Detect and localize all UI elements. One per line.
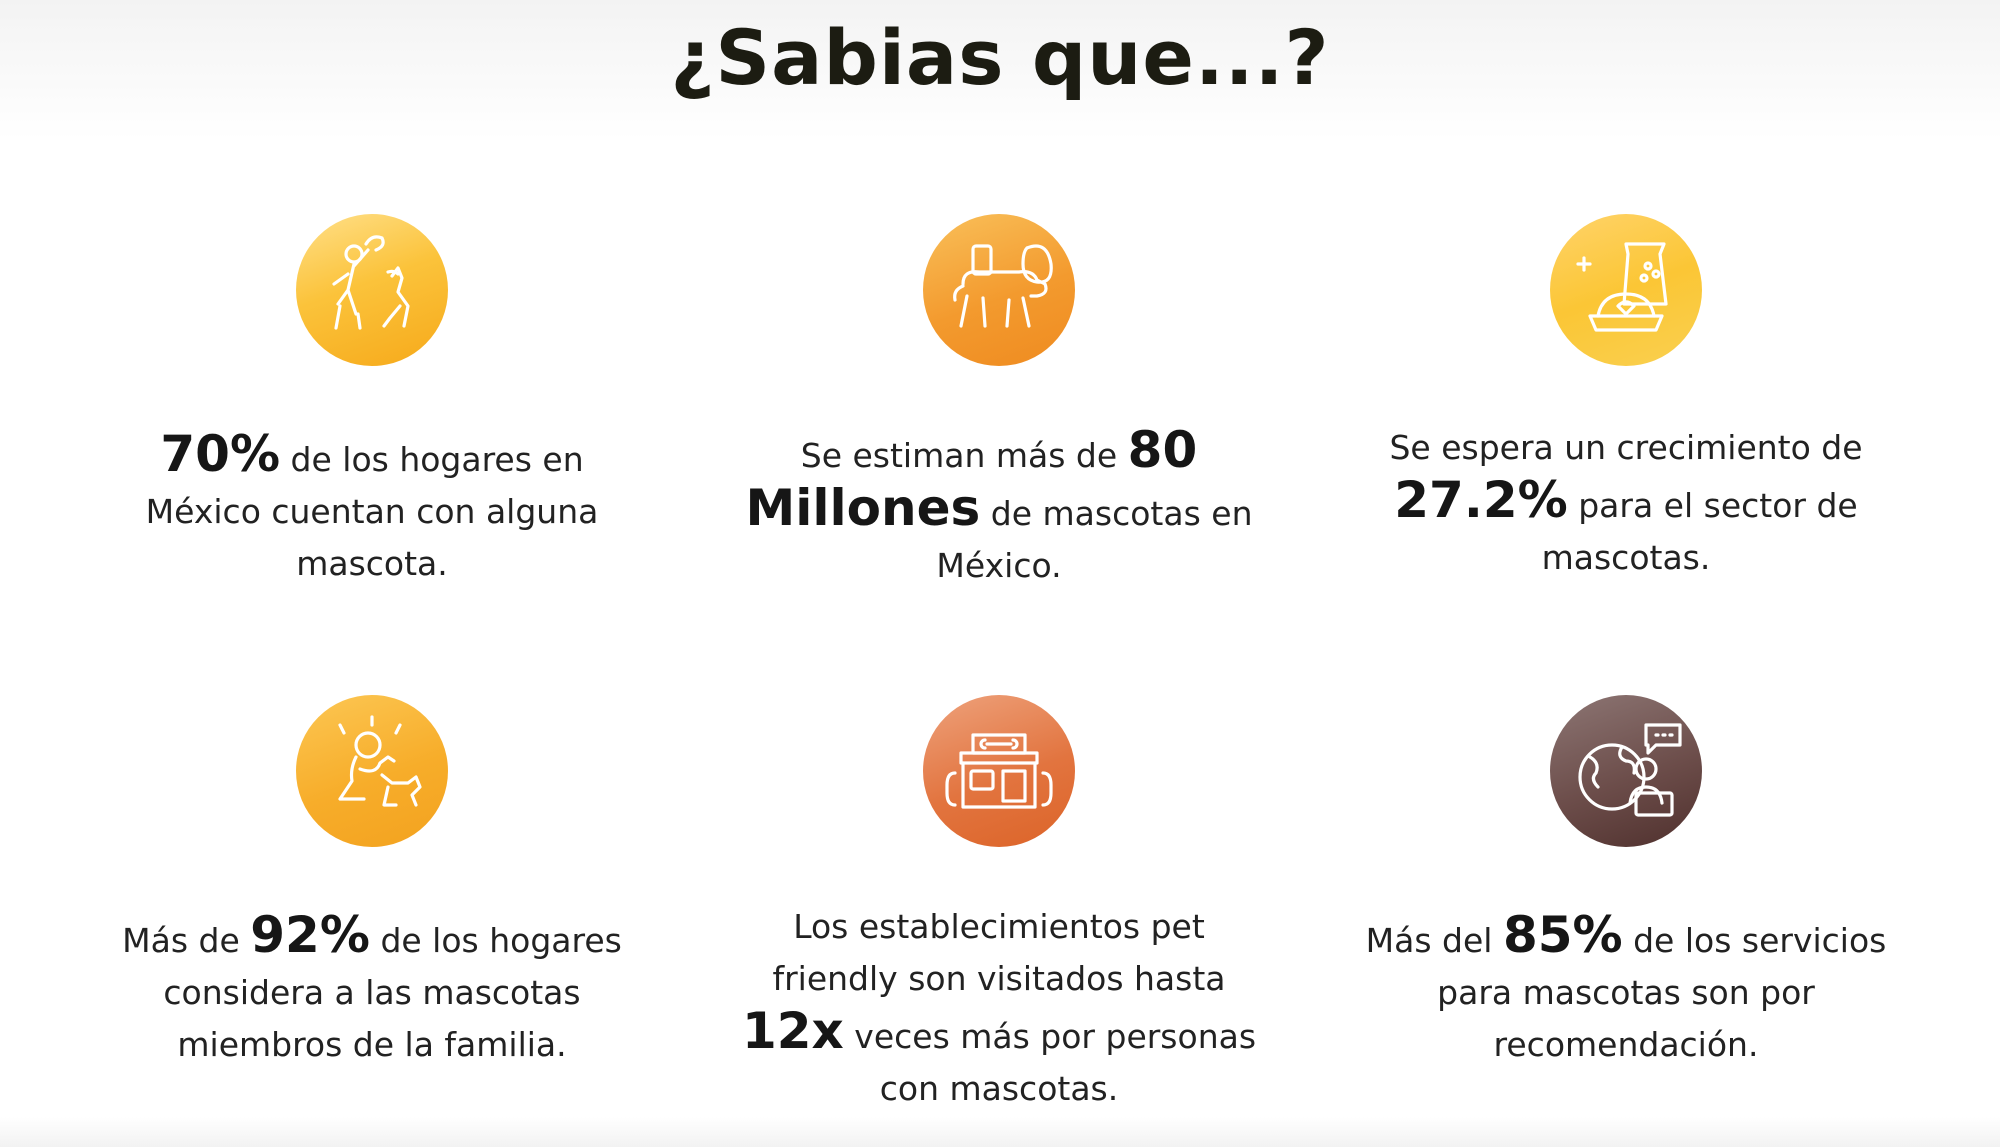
highlight-unit: Millones xyxy=(745,479,981,537)
header-background xyxy=(0,0,2000,140)
pet-shop-building-icon xyxy=(923,695,1075,847)
fact-text: Se espera un crecimiento de 27.2% para e… xyxy=(1389,428,1863,577)
fact-card-millones-mascotas: Se estiman más de 80 Millones de mascota… xyxy=(699,214,1299,604)
fact-card-miembros-familia: Más de 92% de los hogares considera a la… xyxy=(72,695,672,1075)
footer-shadow xyxy=(0,1117,2000,1147)
fact-text: Se estiman más de 80 Millones de mascota… xyxy=(745,421,1253,585)
person-hugging-dog-icon xyxy=(296,695,448,847)
page-title: ¿Sabias que...? xyxy=(670,13,1330,102)
fact-card-pet-friendly: Los establecimientos pet friendly son vi… xyxy=(699,695,1299,1115)
highlight-number: 92% xyxy=(250,906,370,964)
fact-text: Más del 85% de los servicios para mascot… xyxy=(1365,906,1887,1064)
globe-person-chat-icon xyxy=(1550,695,1702,847)
fact-text: 70% de los hogares en México cuentan con… xyxy=(145,425,599,583)
pet-food-bag-bowl-icon xyxy=(1550,214,1702,366)
fact-card-crecimiento-sector: Se espera un crecimiento de 27.2% para e… xyxy=(1326,214,1926,594)
fact-text: Más de 92% de los hogares considera a la… xyxy=(122,906,622,1064)
dog-with-backpack-icon xyxy=(923,214,1075,366)
highlight-number: 12x xyxy=(741,1002,844,1060)
fact-card-hogares-mascota: 70% de los hogares en México cuentan con… xyxy=(72,214,672,594)
fact-card-recomendacion: Más del 85% de los servicios para mascot… xyxy=(1326,695,1926,1075)
highlight-number: 70% xyxy=(160,425,281,483)
fact-text: Los establecimientos pet friendly son vi… xyxy=(741,907,1257,1108)
highlight-number: 85% xyxy=(1502,906,1623,964)
person-playing-with-dog-icon xyxy=(296,214,448,366)
highlight-number: 27.2% xyxy=(1394,471,1568,529)
highlight-number: 80 xyxy=(1127,421,1198,479)
